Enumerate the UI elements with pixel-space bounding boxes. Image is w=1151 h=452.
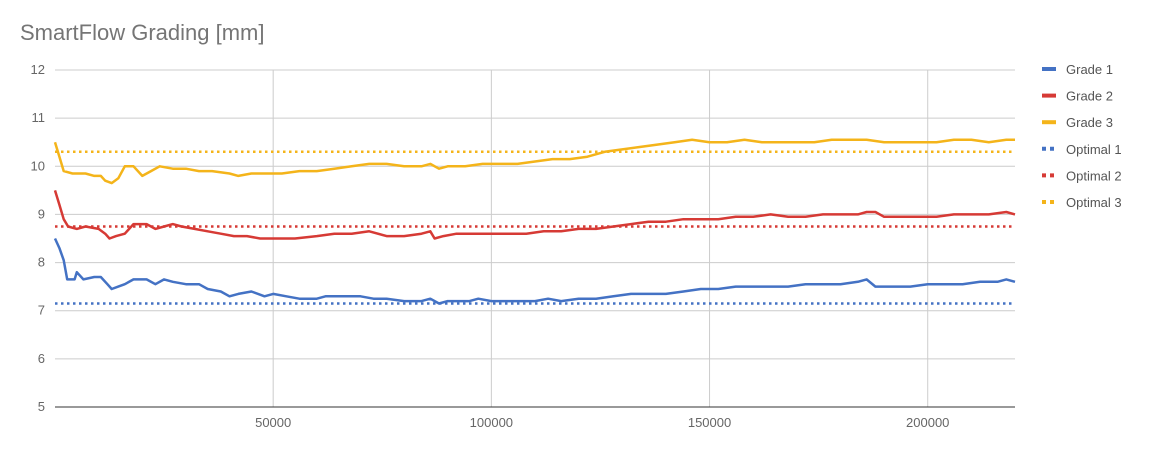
legend-label-optimal-2: Optimal 2 [1066, 168, 1122, 183]
y-tick-label: 8 [38, 255, 45, 270]
y-tick-label: 5 [38, 399, 45, 414]
y-tick-label: 6 [38, 351, 45, 366]
legend-label-optimal-3: Optimal 3 [1066, 195, 1122, 210]
legend-label-grade-2: Grade 2 [1066, 89, 1113, 104]
series-line-grade-3 [53, 138, 1015, 185]
x-tick-label: 200000 [906, 415, 949, 430]
chart-title: SmartFlow Grading [mm] [20, 20, 265, 45]
x-tick-label: 100000 [470, 415, 513, 430]
y-tick-label: 7 [38, 303, 45, 318]
legend-label-optimal-1: Optimal 1 [1066, 142, 1122, 157]
series-lines [53, 138, 1016, 305]
grid [55, 69, 1015, 407]
legend-label-grade-1: Grade 1 [1066, 62, 1113, 77]
axes: 5 6 7 8 9 10 11 12 50000 100000 150000 200000 [31, 62, 1015, 430]
y-tick-label: 9 [38, 206, 45, 221]
y-tick-label: 10 [31, 158, 45, 173]
x-tick-label: 50000 [255, 415, 291, 430]
x-tick-label: 150000 [688, 415, 731, 430]
series-line-grade-2 [53, 190, 1016, 240]
series-line-grade-1 [53, 237, 1016, 305]
legend: Grade 1 Grade 2 Grade 3 Optimal 1 Optimal 2 O… [1042, 62, 1122, 210]
legend-label-grade-3: Grade 3 [1066, 115, 1113, 130]
y-tick-label: 12 [31, 62, 45, 77]
y-tick-label: 11 [32, 110, 46, 125]
